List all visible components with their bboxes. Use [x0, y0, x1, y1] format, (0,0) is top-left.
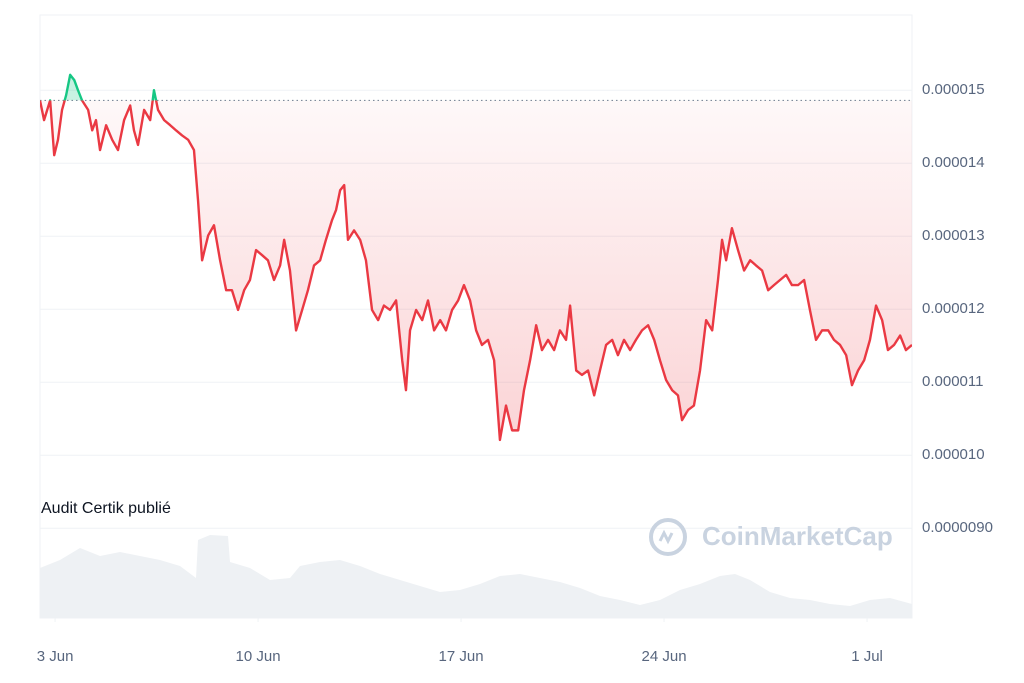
area-below — [40, 100, 912, 440]
x-tick-label: 10 Jun — [236, 648, 281, 665]
y-tick-label: 0.000012 — [922, 300, 985, 317]
price-line-below — [40, 100, 912, 442]
volume-area — [40, 535, 912, 618]
x-tick-label: 17 Jun — [439, 648, 484, 665]
x-tick-label: 1 Jul — [851, 648, 883, 665]
y-tick-label: 0.000011 — [922, 373, 983, 390]
y-tick-label: 0.000013 — [922, 227, 985, 244]
x-tick-label: 3 Jun — [37, 648, 74, 665]
y-tick-label: 0.0000090 — [922, 519, 993, 536]
watermark: CoinMarketCap — [649, 518, 893, 556]
watermark-text: CoinMarketCap — [702, 521, 893, 551]
y-tick-label: 0.000010 — [922, 446, 985, 463]
y-tick-label: 0.000015 — [922, 81, 985, 98]
y-tick-label: 0.000014 — [922, 154, 985, 171]
annotation: Audit Certik publié — [41, 500, 171, 517]
x-tick-label: 24 Jun — [642, 648, 687, 665]
